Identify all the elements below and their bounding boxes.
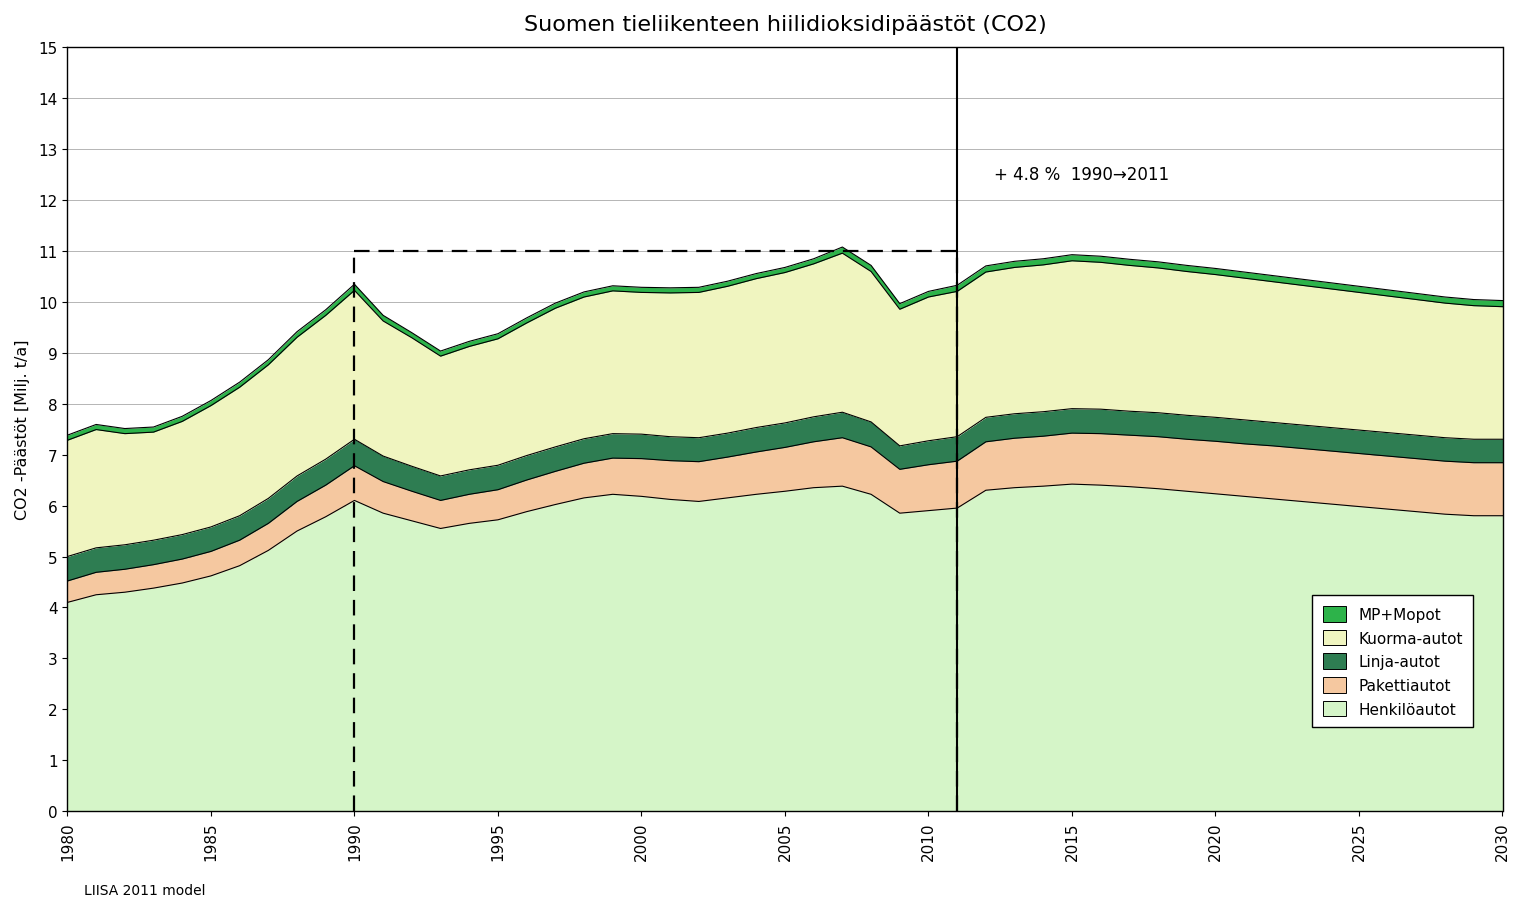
Text: LIISA 2011 model: LIISA 2011 model <box>84 883 206 897</box>
Legend: MP+Mopot, Kuorma-autot, Linja-autot, Pakettiautot, Henkilöautot: MP+Mopot, Kuorma-autot, Linja-autot, Pak… <box>1313 596 1473 728</box>
Title: Suomen tieliikenteen hiilidioksidipäästöt (CO2): Suomen tieliikenteen hiilidioksidipäästö… <box>523 15 1046 35</box>
Y-axis label: CO2 -Päästöt [Milj. t/a]: CO2 -Päästöt [Milj. t/a] <box>15 339 30 520</box>
Text: + 4.8 %  1990→2011: + 4.8 % 1990→2011 <box>994 166 1170 184</box>
